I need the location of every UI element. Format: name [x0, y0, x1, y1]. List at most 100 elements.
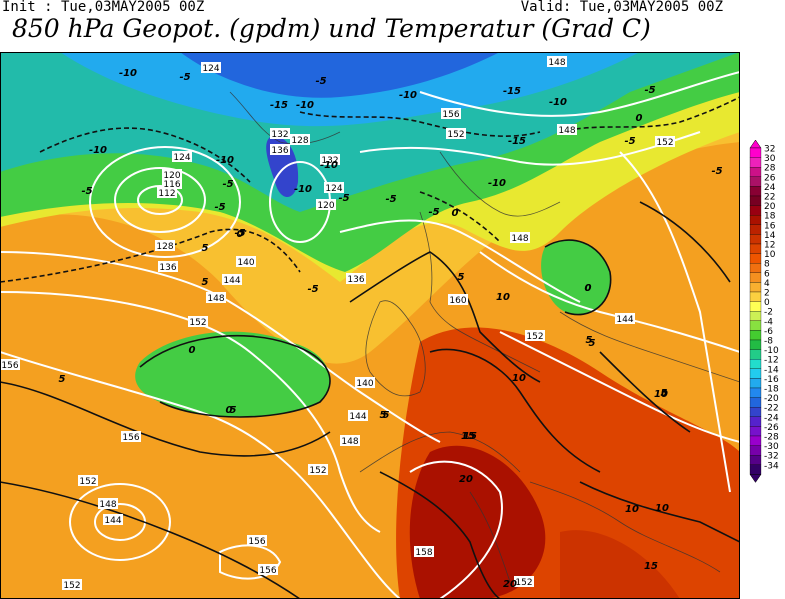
temperature-label: -10 [320, 160, 338, 171]
temperature-label: -15 [503, 86, 521, 97]
temperature-label: -10 [119, 68, 137, 79]
temperature-label: 5 [202, 277, 209, 288]
colorbar-label: -34 [764, 461, 779, 471]
geopotential-label: 144 [104, 516, 121, 526]
colorbar-swatch [749, 224, 762, 235]
temperature-label: -5 [214, 202, 225, 213]
coastlines [229, 91, 740, 583]
temperature-label: -5 [222, 179, 233, 190]
colorbar-label: 28 [764, 164, 776, 174]
colorbar-swatch [749, 445, 762, 456]
geopotential-label: 112 [158, 189, 175, 199]
colorbar-swatch [749, 349, 762, 360]
geopotential-label-bg [448, 294, 468, 305]
colorbar-swatch [749, 368, 762, 379]
temperature-label: 5 [59, 374, 66, 385]
geopotential-label: 120 [163, 171, 180, 181]
geopotential-label-bg [414, 546, 434, 557]
geopotential-label-bg [158, 261, 178, 272]
geopotential-label: 144 [616, 315, 633, 325]
colorbar-swatch [749, 195, 762, 206]
geopotential-label-bg [510, 232, 530, 243]
colorbar-swatch [749, 243, 762, 254]
temperature-label: 0 [585, 283, 592, 294]
temperature-label: -5 [338, 193, 349, 204]
colorbar-top-arrow [749, 139, 762, 149]
geopotential-label-bg [348, 410, 368, 421]
temperature-label: -5 [234, 228, 245, 239]
temperature-label: 10 [654, 389, 668, 400]
colorbar-swatch [749, 291, 762, 302]
valid-time: Valid: Tue,03MAY2005 00Z [520, 0, 723, 15]
geopotential-label: 152 [189, 318, 206, 328]
colorbar-swatch [749, 464, 762, 475]
colorbar-swatch [749, 416, 762, 427]
geopotential-label-bg [270, 128, 290, 139]
geopotential-label: 144 [223, 276, 240, 286]
colorbar-label: 20 [764, 202, 776, 212]
geopotential-label-bg [320, 154, 340, 165]
geopotential-label-bg [316, 199, 336, 210]
temperature-label: 15 [463, 431, 477, 442]
colorbar-label: 0 [764, 298, 770, 308]
colorbar-label: 24 [764, 183, 776, 193]
temperature-label: 15 [644, 561, 658, 572]
geopotential-label-bg [547, 56, 567, 67]
geopotential-label: 156 [1, 361, 18, 371]
geopotential-label: 116 [163, 180, 180, 190]
geopotential-label-bg [236, 256, 256, 267]
geopotential-label-bg [324, 182, 344, 193]
temperature-label: 20 [503, 579, 517, 590]
geopotential-label: 124 [202, 64, 219, 74]
colorbar-label: -4 [764, 317, 773, 327]
geopotential-label: 158 [415, 548, 432, 558]
geopotential-label: 136 [347, 275, 364, 285]
colorbar-swatch [749, 301, 762, 312]
geopotential-label: 136 [271, 146, 288, 156]
geopotential-label: 148 [511, 234, 528, 244]
geopotential-label: 136 [159, 263, 176, 273]
geopotential-label: 152 [79, 477, 96, 487]
geopotential-label-bg [78, 475, 98, 486]
colorbar-swatch [749, 253, 762, 264]
temperature-label: 5 [589, 338, 596, 349]
temperature-label: -5 [179, 72, 190, 83]
temperature-label: -5 [315, 76, 326, 87]
colorbar-swatch [749, 387, 762, 398]
colorbar-label: -12 [764, 356, 779, 366]
colorbar-swatch [749, 407, 762, 417]
colorbar-label: -22 [764, 404, 779, 414]
geopotential-label-bg [155, 240, 175, 251]
geopotential-label-bg [188, 316, 208, 327]
temperature-label: -5 [711, 166, 722, 177]
geopotential-label: 140 [356, 379, 373, 389]
geopotential-label-bg [355, 377, 375, 388]
geopotential-label: 148 [558, 126, 575, 136]
temperature-label: 0 [189, 345, 196, 356]
temp-field-east-cold-pool [541, 240, 611, 315]
geopotential-label-bg [346, 273, 366, 284]
temperature-label: 10 [625, 504, 639, 515]
temperature-label: 5 [383, 410, 390, 421]
colorbar-label: 30 [764, 154, 776, 164]
geopotential-label: 140 [237, 258, 254, 268]
colorbar-swatch [749, 311, 762, 321]
temperature-label: 0 [452, 208, 459, 219]
colorbar-swatch [749, 359, 762, 369]
geopotential-label-bg [172, 151, 192, 162]
colorbar-swatch [749, 176, 762, 187]
temperature-label: -15 [270, 100, 288, 111]
temp-field-hottest-core [409, 445, 546, 599]
temperature-label: 0 [585, 283, 592, 294]
geopotential-label-bg [157, 187, 177, 198]
temperature-label: 5 [458, 272, 465, 283]
geopotential-label: 152 [526, 332, 543, 342]
geopotential-label-bg [103, 514, 123, 525]
temperature-label: 0 [636, 113, 643, 124]
temperature-label: -10 [294, 184, 312, 195]
temperature-label: 20 [459, 474, 473, 485]
colorbar-label: 14 [764, 231, 776, 241]
colorbar-swatch [749, 215, 762, 225]
